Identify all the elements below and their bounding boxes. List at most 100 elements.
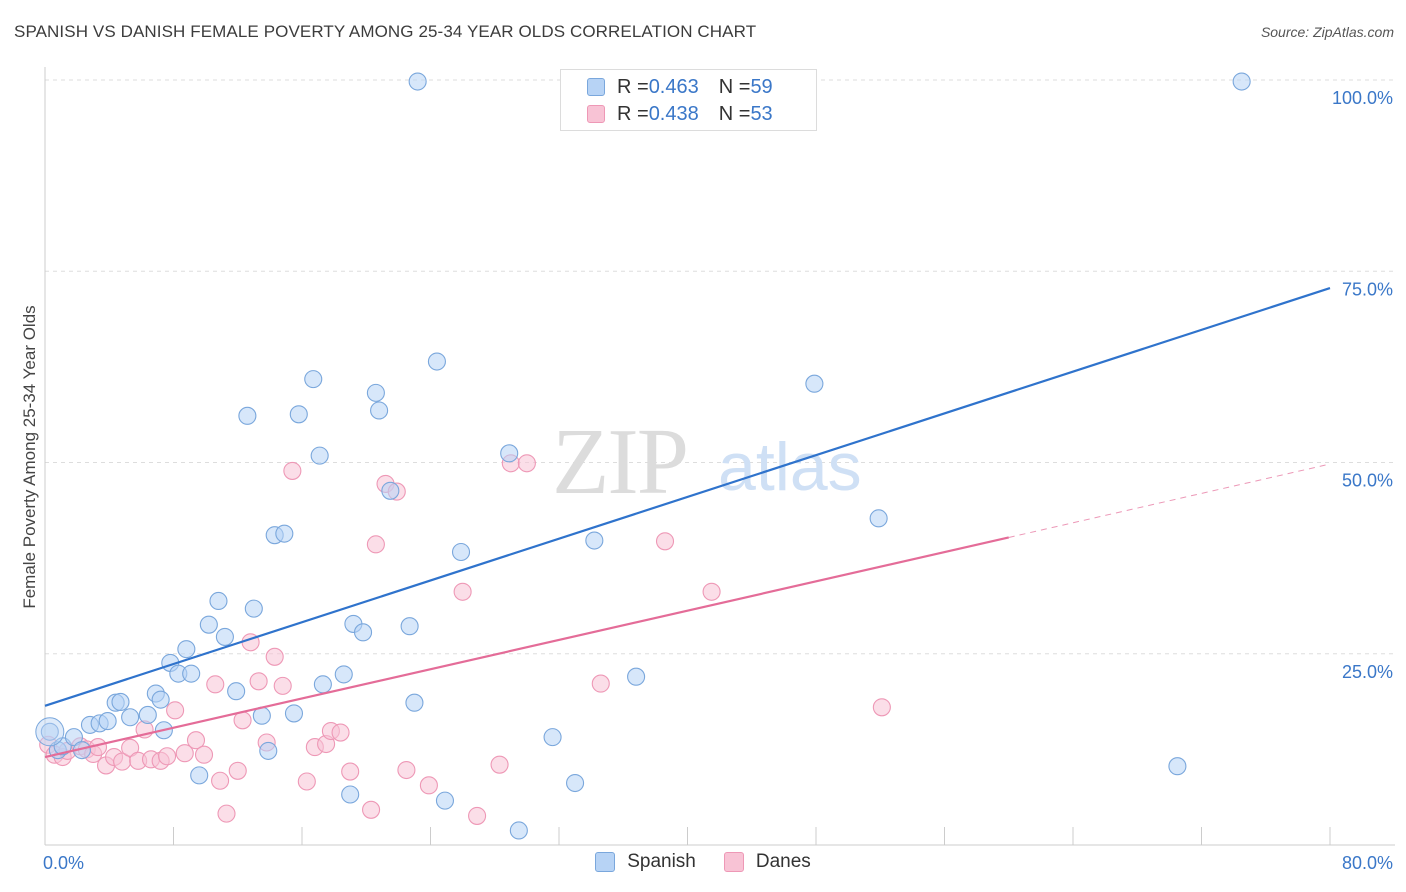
stats-legend: R = 0.463 N = 59 R = 0.438 N = 53 xyxy=(560,69,817,131)
spanish-point xyxy=(451,542,471,562)
danes-point xyxy=(206,675,225,694)
danes-point xyxy=(211,771,230,790)
grid-lines xyxy=(45,79,1395,655)
danes-point xyxy=(249,672,268,691)
spanish-point xyxy=(334,665,353,684)
danes-point xyxy=(366,535,385,554)
spanish-point xyxy=(209,591,228,611)
spanish-point xyxy=(353,623,373,642)
danes-point xyxy=(194,745,214,764)
danes-point xyxy=(265,647,284,666)
danes-point xyxy=(655,532,675,551)
series-danes xyxy=(39,454,891,825)
spanish-point xyxy=(227,682,246,701)
danes-point xyxy=(419,776,438,795)
watermark-zip: ZIP xyxy=(552,410,687,514)
spanish-point xyxy=(138,705,157,725)
spanish-point xyxy=(435,791,455,810)
danes-point xyxy=(273,676,292,695)
spanish-point xyxy=(427,352,446,371)
spanish-point xyxy=(366,383,385,402)
y-tick-label: 50.0% xyxy=(1342,471,1393,491)
danes-trend-extension xyxy=(1008,463,1331,538)
spanish-point xyxy=(182,664,201,683)
spanish-r-value: 0.463 xyxy=(648,75,699,98)
spanish-point xyxy=(199,615,218,634)
spanish-point xyxy=(1232,72,1251,91)
spanish-point xyxy=(585,531,604,550)
danes-point xyxy=(217,804,236,823)
y-tick-label: 75.0% xyxy=(1342,279,1393,299)
danes-point xyxy=(362,800,381,819)
spanish-point xyxy=(289,405,308,424)
danes-legend-label: Danes xyxy=(755,851,811,872)
spanish-point xyxy=(275,524,294,543)
spanish-point xyxy=(400,617,419,636)
danes-point xyxy=(517,454,536,473)
spanish-legend-swatch xyxy=(595,852,616,872)
danes-point xyxy=(228,761,247,780)
spanish-point xyxy=(869,509,888,528)
spanish-point xyxy=(500,444,519,463)
spanish-point xyxy=(284,704,304,723)
spanish-point xyxy=(111,692,130,711)
spanish-point xyxy=(64,728,83,747)
spanish-point xyxy=(259,741,278,760)
danes-point xyxy=(331,723,350,742)
spanish-legend-label: Spanish xyxy=(627,851,696,872)
danes-swatch xyxy=(587,105,605,123)
danes-trend-line xyxy=(44,536,1009,759)
danes-point xyxy=(186,731,206,750)
spanish-point xyxy=(1168,757,1187,776)
spanish-point xyxy=(509,821,528,840)
chart-title: SPANISH VS DANISH FEMALE POVERTY AMONG 2… xyxy=(14,22,757,41)
danes-point xyxy=(175,744,194,763)
danes-point xyxy=(283,461,302,480)
danes-point xyxy=(158,747,177,766)
spanish-point xyxy=(370,401,389,420)
spanish-point xyxy=(381,481,400,500)
danes-point xyxy=(872,698,891,717)
chart-source: Source: ZipAtlas.com xyxy=(1260,24,1394,40)
legend-item-spanish[interactable]: Spanish xyxy=(595,851,696,873)
spanish-point xyxy=(244,599,263,618)
spanish-point xyxy=(304,370,323,389)
spanish-point xyxy=(543,728,562,747)
spanish-point xyxy=(40,722,59,741)
spanish-point xyxy=(177,640,196,659)
spanish-point xyxy=(238,406,257,425)
spanish-point xyxy=(215,627,234,646)
danes-n-value: 53 xyxy=(750,102,773,125)
trend-lines xyxy=(44,287,1331,759)
spanish-r-label: R = xyxy=(617,75,649,98)
spanish-trend-line xyxy=(44,287,1331,707)
danes-point xyxy=(702,582,721,601)
spanish-point xyxy=(310,446,329,465)
danes-n-label: N = xyxy=(718,102,751,125)
series-legend: Spanish Danes xyxy=(0,851,1406,873)
danes-r-label: R = xyxy=(617,102,649,125)
tick-labels: 100.0% 75.0% 50.0% 25.0% 0.0% 80.0% xyxy=(43,88,1393,873)
spanish-point xyxy=(405,693,424,712)
spanish-point xyxy=(151,690,170,709)
series-spanish xyxy=(35,72,1251,840)
danes-point xyxy=(468,806,487,825)
spanish-point xyxy=(805,374,824,393)
spanish-swatch xyxy=(587,78,605,96)
spanish-point xyxy=(190,766,209,785)
y-tick-label: 100.0% xyxy=(1332,88,1393,108)
spanish-point xyxy=(566,773,585,793)
danes-point xyxy=(166,701,185,720)
danes-point xyxy=(121,738,140,757)
watermark-atlas: atlas xyxy=(718,429,862,505)
legend-item-danes[interactable]: Danes xyxy=(723,851,811,873)
spanish-point xyxy=(341,785,360,804)
spanish-n-label: N = xyxy=(718,75,751,98)
spanish-point xyxy=(408,72,427,91)
spanish-point xyxy=(313,675,332,694)
y-tick-label: 25.0% xyxy=(1342,662,1393,682)
spanish-point xyxy=(98,712,117,731)
x-tick-label: 80.0% xyxy=(1342,853,1393,873)
axes xyxy=(44,67,1395,846)
x-tick-label: 0.0% xyxy=(43,853,84,873)
